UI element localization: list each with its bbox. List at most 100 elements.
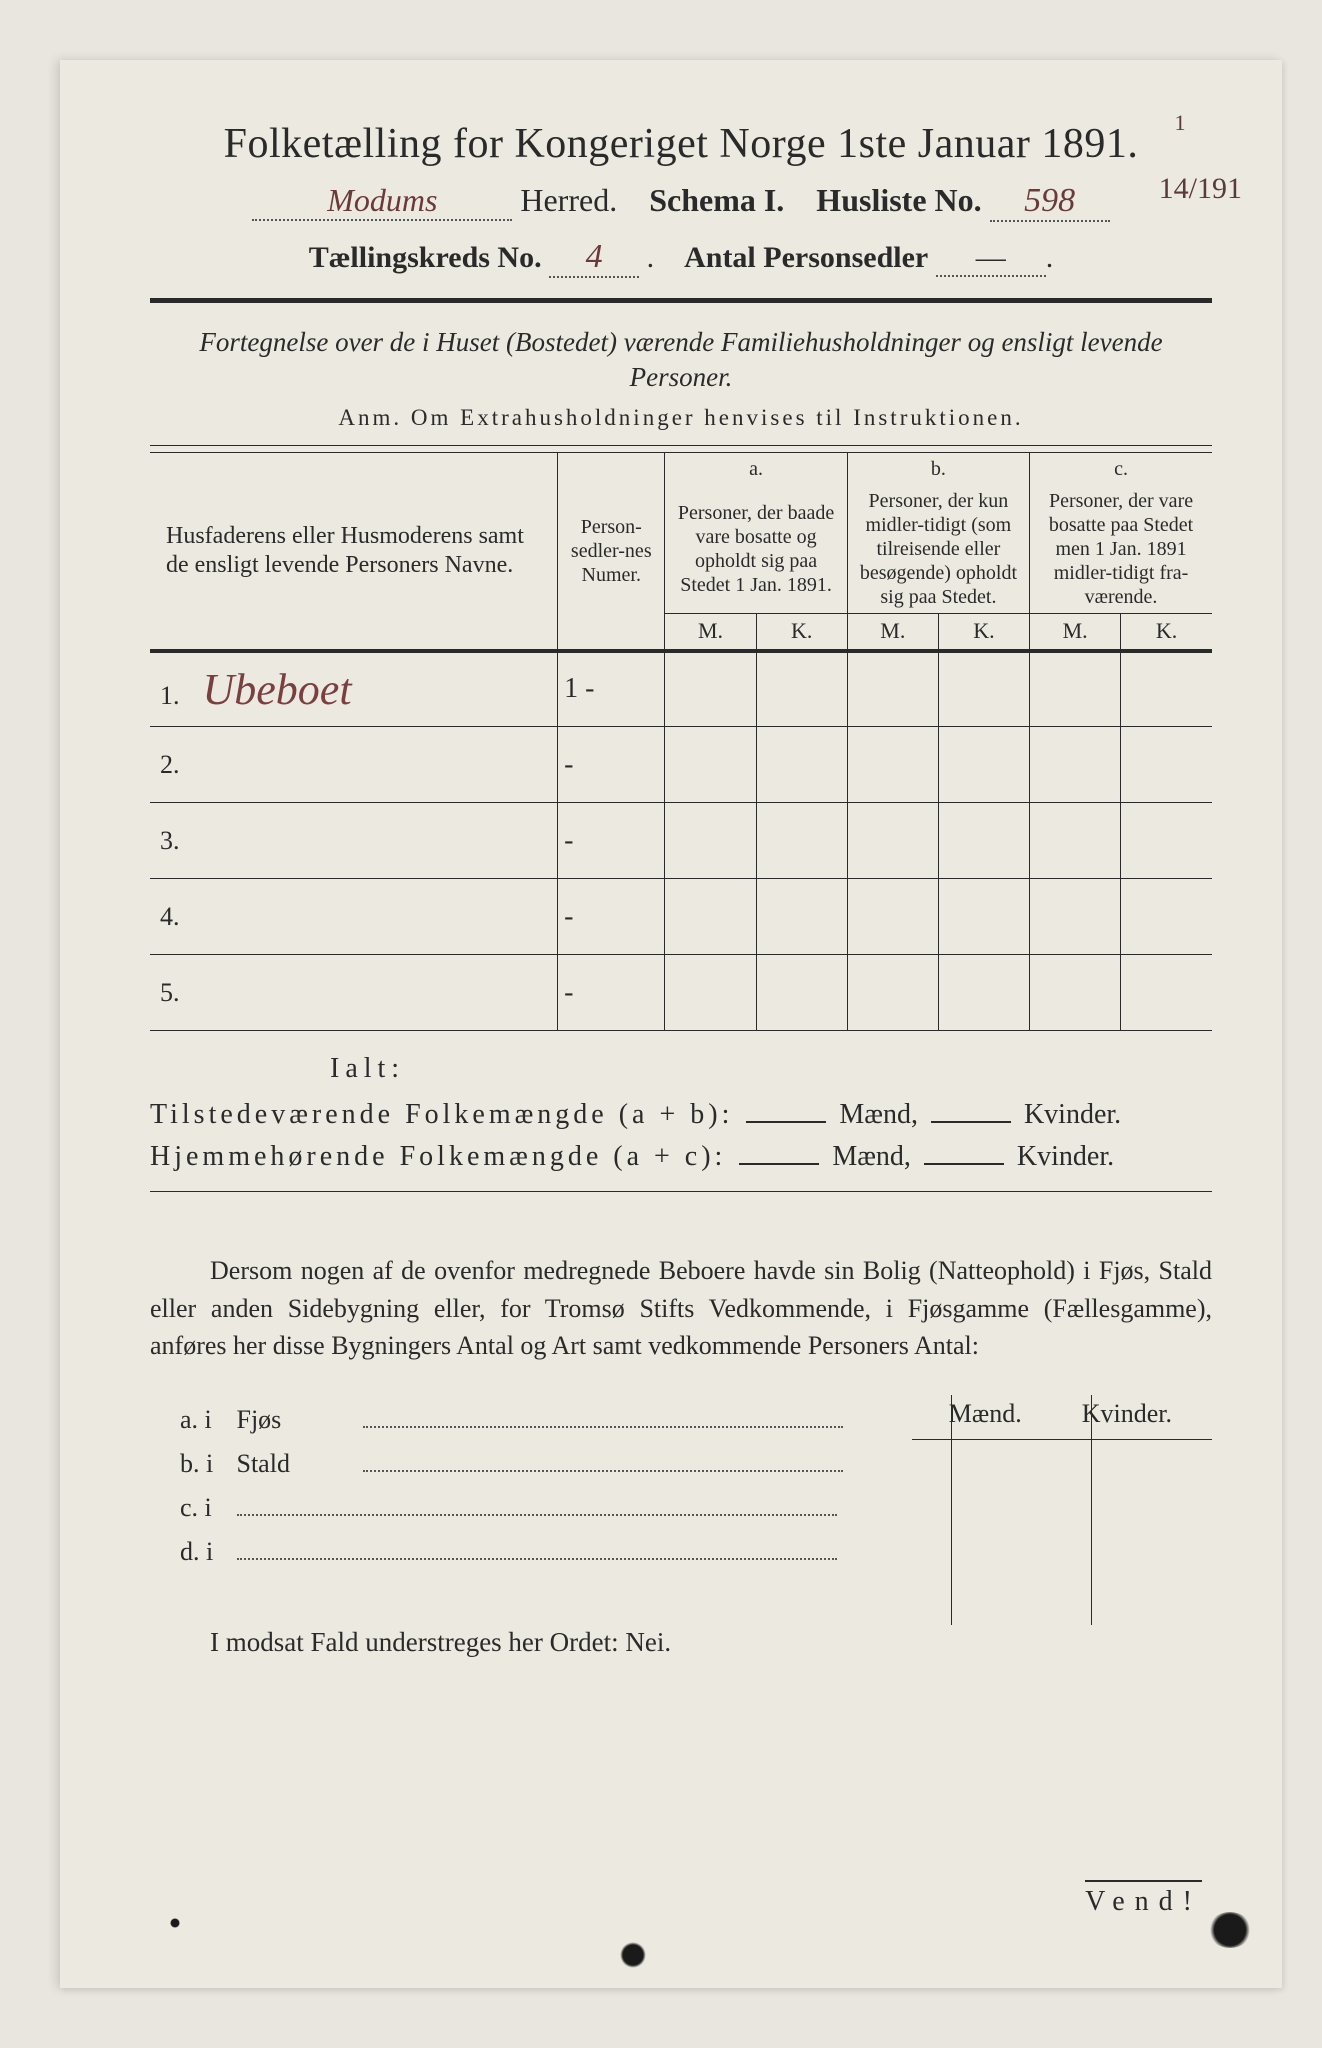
maend-label: Mænd,	[839, 1099, 918, 1130]
sedler-label: Antal Personsedler	[684, 241, 928, 274]
cell	[756, 803, 847, 879]
row-num: 2.	[150, 727, 558, 803]
cell	[938, 879, 1029, 955]
row-personnum: -	[558, 955, 665, 1031]
byg-row: c. i	[180, 1493, 1212, 1523]
byg-row: d. i	[180, 1537, 1212, 1567]
col-a-m: M.	[665, 614, 756, 651]
table-row: 2. -	[150, 727, 1212, 803]
table-row: 4. -	[150, 879, 1212, 955]
blank-fill	[746, 1121, 826, 1123]
rule-thin-2	[150, 1191, 1212, 1192]
hjemme-row: Hjemmehørende Folkemængde (a + c): Mænd,…	[150, 1141, 1212, 1173]
cell	[847, 651, 938, 727]
anm-note: Anm. Om Extrahusholdninger henvises til …	[150, 405, 1212, 431]
cell	[1121, 955, 1212, 1031]
col-c-header: Personer, der vare bosatte paa Stedet me…	[1030, 485, 1212, 614]
husliste-label: Husliste No.	[816, 182, 981, 218]
dots-fill	[237, 1554, 837, 1560]
byg-lbl: b. i	[180, 1449, 230, 1479]
blank-fill	[931, 1121, 1011, 1123]
totals-block: Ialt: Tilstedeværende Folkemængde (a + b…	[150, 1053, 1212, 1173]
row-num: 3.	[150, 803, 558, 879]
tilstede-row: Tilstedeværende Folkemængde (a + b): Mæn…	[150, 1099, 1212, 1131]
col-num-header: Person-sedler-nes Numer.	[558, 453, 665, 651]
cell	[1121, 727, 1212, 803]
cell	[756, 879, 847, 955]
cell	[938, 803, 1029, 879]
cell	[665, 803, 756, 879]
cell	[1030, 651, 1121, 727]
cell	[665, 879, 756, 955]
row-name: Ubeboet	[193, 665, 352, 714]
cell	[847, 727, 938, 803]
hjemme-label: Hjemmehørende Folkemængde (a + c):	[150, 1141, 726, 1172]
byg-lbl: a. i	[180, 1405, 230, 1435]
table-row: 5. -	[150, 955, 1212, 1031]
byg-maend: Mænd.	[949, 1399, 1022, 1429]
col-c-m: M.	[1030, 614, 1121, 651]
instruction-paragraph: Dersom nogen af de ovenfor medregnede Be…	[150, 1252, 1212, 1365]
husliste-fraction: 14/191	[1159, 172, 1242, 206]
bygninger-block: Mænd. Kvinder. a. i Fjøs b. i Stald c. i…	[150, 1405, 1212, 1567]
cell	[1121, 879, 1212, 955]
cell	[1030, 803, 1121, 879]
kreds-value: 4	[549, 238, 639, 278]
byg-lbl: d. i	[180, 1537, 230, 1567]
col-b-header: Personer, der kun midler-tidigt (som til…	[847, 485, 1029, 614]
row-personnum: -	[558, 727, 665, 803]
byg-header: Mænd. Kvinder.	[949, 1399, 1172, 1429]
table-body: 1. Ubeboet 1 - 2. - 3. -	[150, 651, 1212, 1031]
row-personnum: 1 -	[558, 651, 665, 727]
form-title: Folketælling for Kongeriget Norge 1ste J…	[150, 120, 1212, 168]
husliste-value: 598	[990, 182, 1110, 222]
byg-kvinder: Kvinder.	[1082, 1399, 1172, 1429]
byg-lbl: c. i	[180, 1493, 230, 1523]
cell	[938, 955, 1029, 1031]
herred-value: Modums	[252, 182, 512, 221]
anm-text: Anm. Om Extrahusholdninger henvises til …	[338, 405, 1023, 430]
col-a-header: Personer, der baade vare bosatte og opho…	[665, 485, 847, 614]
cell	[756, 651, 847, 727]
row-num: 4.	[150, 879, 558, 955]
col-b-tag: b.	[847, 453, 1029, 486]
kvinder-label: Kvinder.	[1024, 1099, 1121, 1130]
maend-label: Mænd,	[832, 1141, 911, 1172]
col-c-tag: c.	[1030, 453, 1212, 486]
schema-label: Schema I.	[649, 182, 784, 218]
col-a-tag: a.	[665, 453, 847, 486]
header-line-3: Tællingskreds No. 4 . Antal Personsedler…	[150, 238, 1212, 278]
dots-fill	[363, 1422, 843, 1428]
row-num: 1. Ubeboet	[150, 651, 558, 727]
ink-blot-icon	[170, 1918, 180, 1928]
cell	[665, 955, 756, 1031]
byg-hline	[912, 1439, 1212, 1440]
header-line-2: Modums Herred. Schema I. Husliste No. 59…	[150, 182, 1212, 228]
herred-label: Herred.	[520, 182, 617, 218]
rule-thick-1	[150, 298, 1212, 303]
ink-blot-icon	[1208, 1912, 1252, 1948]
cell	[938, 727, 1029, 803]
col-names-header: Husfaderens eller Husmoderens samt de en…	[150, 453, 558, 651]
vend-label: Vend!	[1085, 1880, 1202, 1918]
col-a-k: K.	[756, 614, 847, 651]
dots-fill	[237, 1510, 837, 1516]
rule-thin-1	[150, 445, 1212, 446]
household-table: Husfaderens eller Husmoderens samt de en…	[150, 452, 1212, 1031]
year-overwrite: 1	[1175, 110, 1187, 136]
col-b-k: K.	[938, 614, 1029, 651]
byg-vline-1	[951, 1395, 952, 1625]
table-row: 1. Ubeboet 1 -	[150, 651, 1212, 727]
census-form-page: Folketælling for Kongeriget Norge 1ste J…	[60, 60, 1282, 1988]
cell	[665, 727, 756, 803]
byg-vline-2	[1091, 1395, 1092, 1625]
cell	[756, 955, 847, 1031]
dots-fill	[363, 1466, 843, 1472]
cell	[938, 651, 1029, 727]
cell	[847, 879, 938, 955]
col-c-k: K.	[1121, 614, 1212, 651]
blank-fill	[924, 1163, 1004, 1165]
cell	[665, 651, 756, 727]
tilstede-label: Tilstedeværende Folkemængde (a + b):	[150, 1099, 733, 1130]
cell	[1030, 879, 1121, 955]
